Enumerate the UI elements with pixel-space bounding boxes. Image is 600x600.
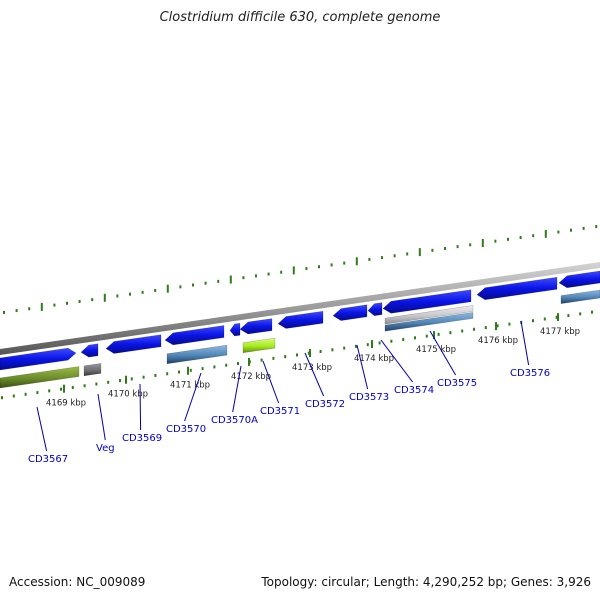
gene-label[interactable]: CD3573 bbox=[349, 392, 389, 403]
gene-arrow-cd3567 bbox=[0, 347, 77, 371]
scale-label: 4169 kbp bbox=[46, 399, 86, 409]
gene-leader-line bbox=[184, 372, 202, 422]
scale-label: 4170 kbp bbox=[108, 390, 148, 400]
gene-leader-line bbox=[139, 383, 142, 431]
gene-arrow-cd3570a bbox=[229, 322, 241, 337]
feature-bar-cd3571 bbox=[242, 337, 276, 354]
gene-label[interactable]: CD3576 bbox=[510, 368, 550, 379]
feature-bar-next bbox=[560, 289, 600, 304]
gene-arrow-cd3575 bbox=[382, 289, 472, 314]
scale-label: 4176 kbp bbox=[478, 336, 518, 346]
genome-summary-label: Topology: circular; Length: 4,290,252 bp… bbox=[261, 575, 591, 589]
gene-arrow-next bbox=[558, 270, 600, 289]
gene-arrow-cd3576 bbox=[476, 276, 558, 300]
gene-arrow-cd3569 bbox=[105, 334, 162, 354]
gene-label[interactable]: CD3569 bbox=[122, 433, 162, 444]
feature-bar-cd3570 bbox=[166, 344, 228, 365]
gene-leader-line bbox=[97, 393, 106, 441]
scale-label: 4177 kbp bbox=[540, 327, 580, 337]
gene-arrow-cd3570 bbox=[164, 325, 225, 346]
gene-arrow-cd3573 bbox=[332, 304, 368, 321]
gene-label[interactable]: CD3572 bbox=[305, 399, 345, 410]
gene-leader-line bbox=[429, 330, 457, 376]
gene-label[interactable]: CD3575 bbox=[437, 378, 477, 389]
genome-backbone bbox=[0, 262, 600, 355]
accession-label: Accession: NC_009089 bbox=[9, 575, 146, 589]
gene-label[interactable]: CD3570A bbox=[211, 415, 258, 426]
gene-leader-line bbox=[520, 320, 530, 366]
scale-label: 4174 kbp bbox=[354, 354, 394, 364]
feature-bar-cd3567 bbox=[0, 366, 80, 389]
scale-label: 4172 kbp bbox=[231, 372, 271, 382]
map-title: Clostridium difficile 630, complete geno… bbox=[159, 10, 441, 25]
gene-label[interactable]: CD3571 bbox=[260, 406, 300, 417]
gene-leader-line bbox=[304, 352, 325, 397]
feature-layer bbox=[0, 270, 600, 389]
scale-label: 4175 kbp bbox=[416, 345, 456, 355]
backbone-layer bbox=[0, 262, 600, 355]
gene-leader-line bbox=[36, 406, 48, 452]
gene-label[interactable]: CD3574 bbox=[394, 385, 434, 396]
feature-bar-veg bbox=[83, 363, 102, 377]
feature-bar-cd3575-lower bbox=[384, 312, 474, 332]
gene-leader-line bbox=[232, 365, 242, 413]
scale-label: 4171 kbp bbox=[170, 381, 210, 391]
gene-leader-line bbox=[262, 360, 280, 404]
gene-leader-line bbox=[380, 339, 413, 383]
gene-leader-line bbox=[356, 344, 369, 390]
gene-arrow-veg bbox=[80, 343, 99, 358]
gene-label[interactable]: Veg bbox=[96, 443, 115, 454]
gene-arrow-cd3572 bbox=[277, 310, 324, 329]
feature-bar-cd3575-upper bbox=[384, 305, 474, 325]
gene-arrow-cd3571 bbox=[239, 318, 273, 335]
gene-arrow-cd3574 bbox=[367, 302, 383, 316]
gene-label[interactable]: CD3567 bbox=[28, 454, 68, 465]
gene-label[interactable]: CD3570 bbox=[166, 424, 206, 435]
